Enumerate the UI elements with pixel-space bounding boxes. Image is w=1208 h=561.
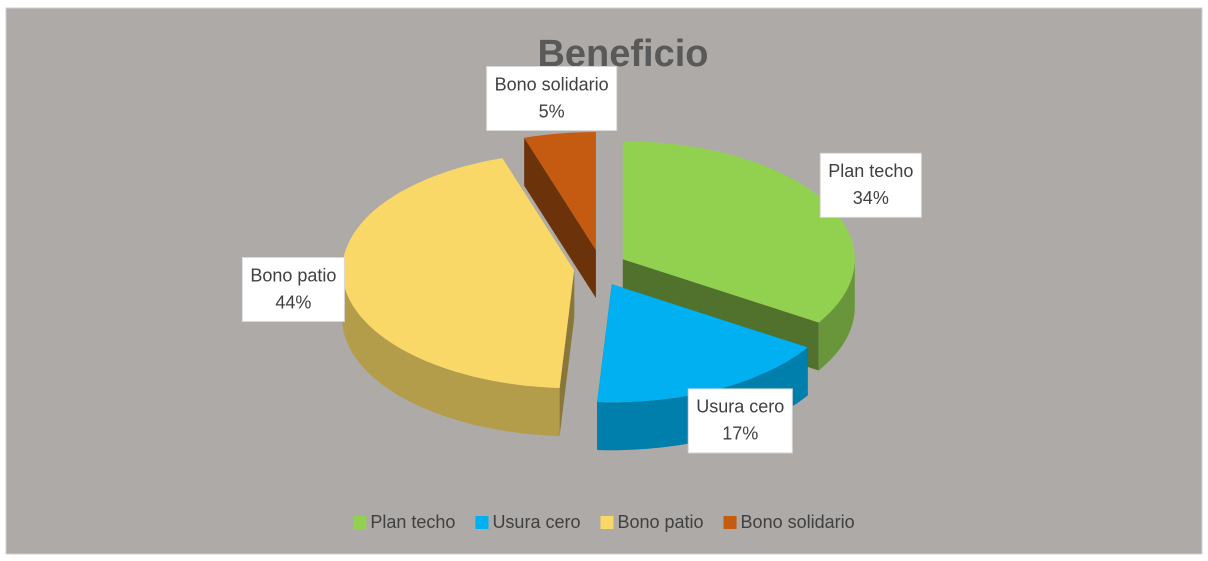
legend: Plan techo Usura cero Bono patio Bono solid… <box>353 512 855 532</box>
data-label-value: 34% <box>853 188 889 208</box>
legend-label: Bono solidario <box>741 512 855 532</box>
legend-swatch <box>723 516 737 529</box>
data-label: Usura cero 17% <box>687 388 793 454</box>
pie-slice <box>597 284 808 403</box>
slice-side <box>524 137 596 298</box>
data-label: Bono patio 44% <box>241 257 345 323</box>
data-label-box <box>241 257 345 323</box>
data-label-value: 5% <box>539 101 565 121</box>
legend-label: Plan techo <box>370 512 455 532</box>
legend-swatch <box>600 516 614 529</box>
legend-label: Bono patio <box>617 512 703 532</box>
data-label-box <box>819 152 922 218</box>
pie-slice <box>622 141 855 323</box>
data-label-box <box>687 388 793 454</box>
data-label-value: 44% <box>275 292 311 312</box>
slice-wall <box>342 270 560 436</box>
legend-label: Usura cero <box>492 512 580 532</box>
data-label: Plan techo 34% <box>819 152 922 218</box>
data-label-name: Usura cero <box>696 397 784 417</box>
pie-slice <box>524 132 596 250</box>
data-label: Bono solidario 5% <box>486 66 618 132</box>
legend-swatch <box>353 516 367 529</box>
data-label-box <box>486 66 618 132</box>
pie-slice <box>342 158 575 388</box>
legend-swatch <box>475 516 489 529</box>
slice-wall <box>818 259 855 371</box>
data-label-name: Bono solidario <box>495 74 609 94</box>
data-label-value: 17% <box>722 424 758 444</box>
data-label-name: Plan techo <box>828 161 913 181</box>
data-label-name: Bono patio <box>250 265 336 285</box>
